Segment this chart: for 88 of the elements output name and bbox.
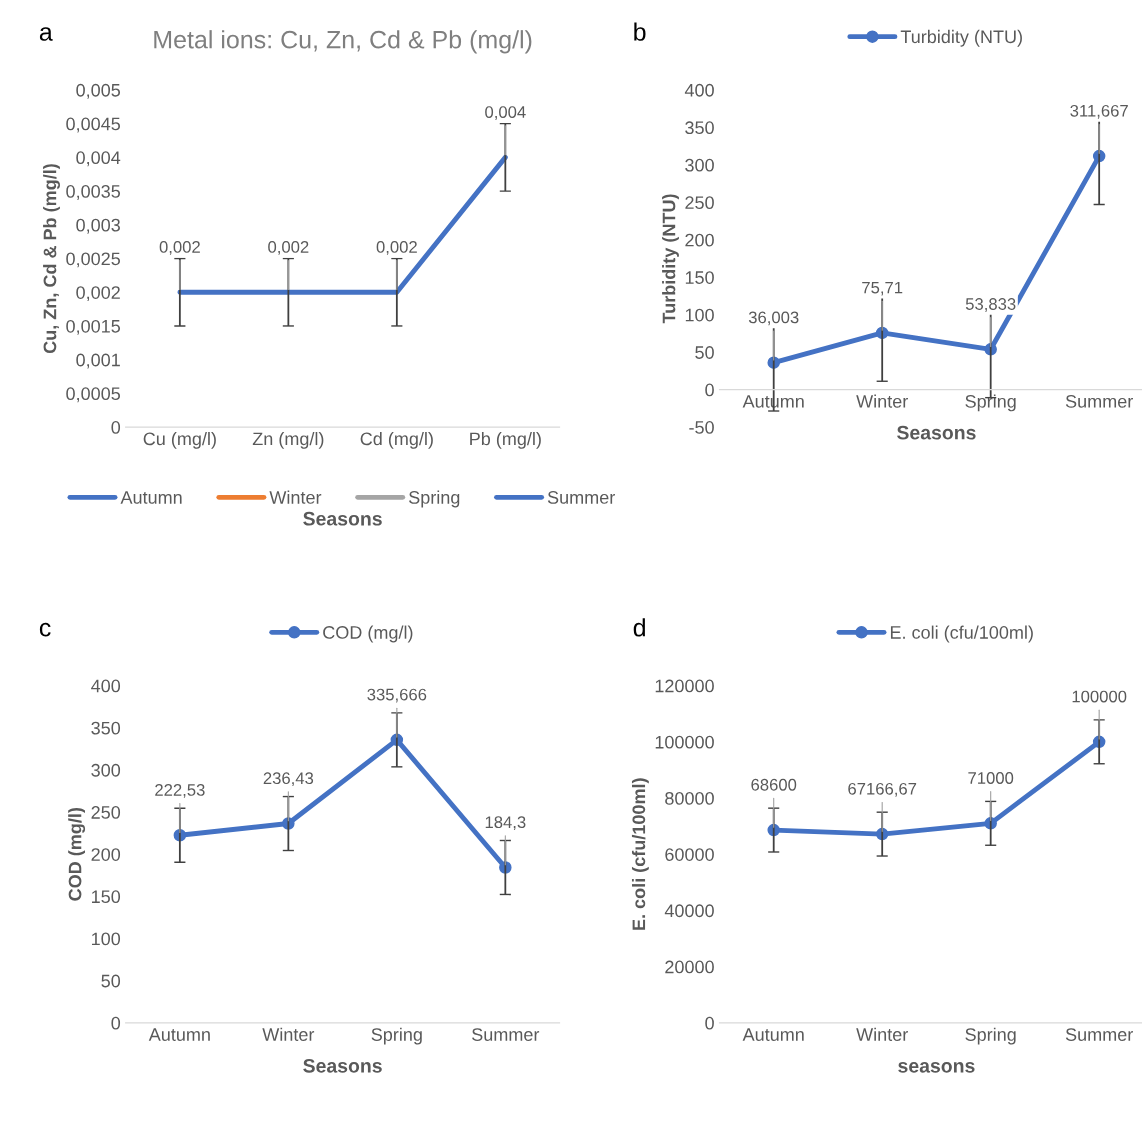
y-tick-label: 250	[685, 196, 714, 210]
legend-label: Autumn	[120, 491, 182, 504]
y-tick-label: -50	[689, 421, 714, 434]
y-tick-label: 0,0005	[66, 387, 121, 403]
y-tick-label: 350	[91, 721, 121, 735]
legend-label: Turbidity (NTU)	[900, 29, 1022, 47]
legend-label: COD (mg/l)	[323, 625, 413, 643]
y-tick-label: 20000	[665, 960, 714, 974]
y-tick-label: 0,005	[76, 83, 121, 99]
y-tick-label: 0	[111, 421, 121, 434]
y-tick-label: 0,004	[76, 151, 121, 167]
data-label: 222,53	[155, 784, 205, 798]
y-tick-label: 0	[111, 1016, 121, 1030]
x-tick-label: Autumn	[148, 1028, 210, 1041]
y-tick-label: 0,0015	[66, 319, 121, 335]
data-label: 75,71	[862, 281, 903, 296]
y-tick-label: 80000	[665, 791, 714, 805]
y-tick-label: 0,002	[76, 286, 120, 302]
y-tick-label: 350	[685, 121, 714, 135]
data-label: 335,666	[367, 688, 427, 703]
y-tick-label: 400	[91, 679, 121, 693]
text: a	[39, 27, 53, 41]
y-tick-label: 0,0045	[66, 117, 121, 133]
y-tick-label: 200	[685, 233, 714, 247]
x-tick-label: Winter	[262, 1027, 315, 1041]
data-label: 53,833	[965, 298, 1016, 312]
y-axis-title: COD (mg/l)	[68, 808, 86, 901]
data-label: 100000	[1072, 690, 1127, 703]
y-axis-title: Turbidity (NTU)	[662, 194, 679, 324]
text: b	[634, 22, 646, 41]
x-tick-label: Spring	[965, 1027, 1016, 1045]
x-tick-label: Summer	[1065, 1028, 1133, 1041]
data-label: 68600	[751, 778, 797, 791]
y-tick-label: 0,0025	[66, 252, 121, 268]
data-label: 67166,67	[848, 782, 917, 797]
data-label: 0,002	[268, 241, 309, 255]
x-tick-label: Autumn	[742, 1028, 804, 1041]
y-tick-label: 0	[705, 383, 714, 397]
data-label: 0,002	[159, 241, 200, 255]
y-tick-label: 100	[92, 932, 121, 946]
y-tick-label: 0,001	[76, 353, 120, 369]
y-tick-label: 120000	[655, 679, 714, 693]
y-tick-label: 150	[685, 271, 714, 284]
y-tick-label: 50	[101, 974, 121, 988]
x-tick-label: Summer	[1065, 394, 1133, 408]
data-label: 71000	[968, 772, 1014, 784]
text: c	[39, 622, 51, 637]
x-tick-label: Spring	[371, 1027, 422, 1045]
y-tick-label: 100000	[655, 735, 714, 749]
y-tick-label: 0,003	[76, 218, 120, 234]
data-label: 36,003	[748, 311, 799, 326]
x-tick-label: Winter	[856, 1027, 908, 1041]
x-tick-label: Cu (mg/l)	[143, 431, 216, 449]
data-label: 236,43	[263, 772, 314, 787]
x-tick-label: Summer	[472, 1028, 540, 1041]
x-tick-label: Zn (mg/l)	[252, 431, 324, 449]
y-tick-label: 250	[91, 806, 121, 819]
chart-title: Metal ions: Cu, Zn, Cd & Pb (mg/l)	[154, 30, 532, 54]
x-tick-label: Pb (mg/l)	[470, 431, 541, 449]
legend-label: E. coli (cfu/100ml)	[890, 625, 1033, 643]
y-tick-label: 60000	[665, 848, 714, 861]
y-tick-label: 200	[91, 848, 121, 861]
y-tick-label: 50	[695, 346, 714, 359]
x-axis-title: Seasons	[897, 425, 976, 440]
y-tick-label: 300	[685, 158, 714, 172]
legend-label: Spring	[409, 490, 460, 508]
x-tick-label: Cd (mg/l)	[360, 431, 433, 449]
y-tick-label: 400	[684, 83, 714, 97]
data-label: 0,002	[376, 241, 417, 255]
x-tick-label: Spring	[965, 394, 1016, 412]
y-tick-label: 300	[91, 763, 121, 777]
y-tick-label: 40000	[664, 904, 714, 918]
data-label: 0,004	[485, 106, 526, 120]
data-label: 184,3	[485, 816, 526, 831]
y-tick-label: 0,0035	[66, 185, 121, 200]
x-axis-title: seasons	[898, 1062, 975, 1073]
data-label: 311,667	[1070, 104, 1128, 119]
y-tick-label: 0	[705, 1016, 714, 1030]
legend-label: Winter	[269, 490, 322, 504]
x-axis-title: Seasons	[303, 511, 382, 526]
text: d	[633, 618, 645, 637]
legend-label: Summer	[547, 491, 615, 504]
y-axis-title: Cu, Zn, Cd & Pb (mg/l)	[43, 164, 60, 354]
y-axis-title: E. coli (cfu/100ml)	[631, 778, 649, 930]
y-tick-label: 100	[685, 308, 714, 322]
x-tick-label: Winter	[856, 394, 908, 408]
y-tick-label: 150	[92, 890, 121, 904]
x-axis-title: Seasons	[303, 1058, 382, 1073]
